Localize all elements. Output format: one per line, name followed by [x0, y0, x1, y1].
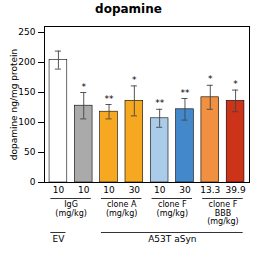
svg-text:**: ** [105, 94, 115, 104]
svg-text:*: * [132, 75, 137, 85]
svg-text:39.9: 39.9 [226, 185, 246, 195]
svg-text:EV: EV [52, 234, 65, 244]
svg-text:IgG(mg/kg): IgG(mg/kg) [55, 200, 87, 217]
svg-text:**: ** [180, 88, 190, 98]
svg-text:*: * [208, 74, 213, 84]
svg-text:10: 10 [53, 185, 65, 195]
svg-text:50: 50 [24, 147, 36, 157]
svg-text:100: 100 [18, 117, 35, 127]
svg-text:clone F(mg/kg): clone F(mg/kg) [157, 200, 189, 217]
svg-text:10: 10 [103, 185, 115, 195]
svg-text:*: * [233, 79, 238, 89]
svg-text:13.3: 13.3 [200, 185, 220, 195]
html-text:dopamine: dopamine [95, 2, 162, 16]
svg-text:150: 150 [18, 87, 35, 97]
svg-text:10: 10 [154, 185, 166, 195]
svg-text:30: 30 [179, 185, 191, 195]
svg-text:*: * [81, 82, 86, 92]
svg-text:clone A(mg/kg): clone A(mg/kg) [106, 200, 138, 217]
svg-text:A53T aSyn: A53T aSyn [148, 234, 196, 244]
svg-text:250: 250 [18, 27, 35, 37]
svg-text:10: 10 [78, 185, 90, 195]
svg-text:clone FBBB(mg/kg): clone FBBB(mg/kg) [207, 200, 239, 226]
svg-text:30: 30 [129, 185, 141, 195]
svg-text:**: ** [155, 98, 165, 108]
svg-text:dopamine ng/mg protein: dopamine ng/mg protein [9, 49, 19, 161]
svg-text:0: 0 [30, 177, 36, 187]
svg-text:200: 200 [18, 57, 35, 67]
